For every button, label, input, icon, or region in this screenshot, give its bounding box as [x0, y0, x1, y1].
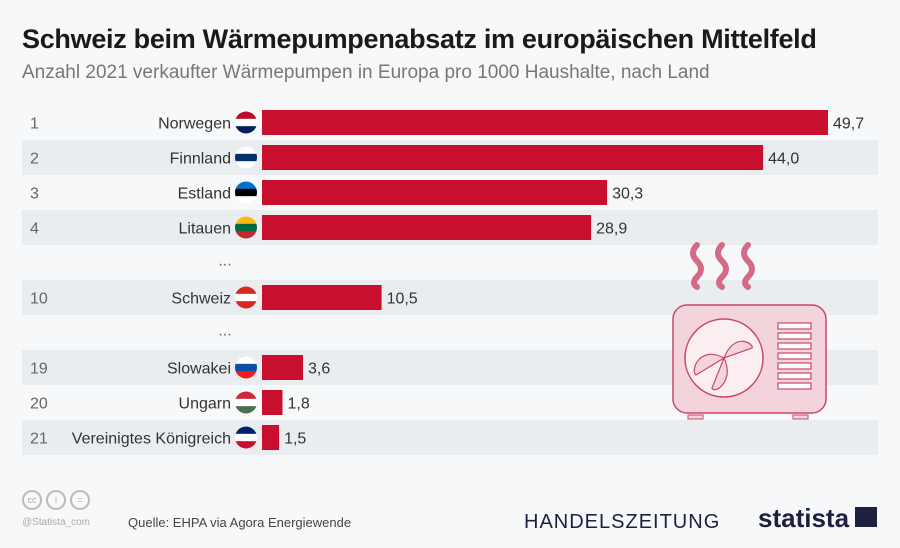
country-label: Estland [178, 186, 231, 203]
chart-subtitle: Anzahl 2021 verkaufter Wärmepumpen in Eu… [22, 62, 710, 83]
flag-icon [235, 111, 257, 134]
bar [262, 425, 280, 450]
no-derivatives-icon: = [70, 490, 90, 510]
value-label: 30,3 [612, 186, 643, 203]
value-label: 10,5 [387, 291, 418, 308]
row-stripe [22, 420, 878, 455]
value-label: 44,0 [768, 151, 799, 168]
attribution-icon: i [46, 490, 66, 510]
heat-pump-icon [672, 242, 827, 420]
statista-handle[interactable]: @Statista_com [22, 517, 90, 528]
bar [262, 180, 608, 205]
source-note: Quelle: EHPA via Agora Energiewende [128, 515, 352, 530]
bar [262, 390, 283, 415]
flag-icon [235, 356, 257, 379]
bar [262, 110, 828, 135]
rank-label: 4 [30, 221, 39, 238]
statista-logo: statista [758, 503, 850, 533]
value-label: 3,6 [308, 361, 330, 378]
bar [262, 145, 764, 170]
flag-icon [235, 146, 257, 169]
rank-label: 19 [30, 361, 48, 378]
flag-icon [235, 426, 257, 449]
country-label: Finnland [170, 151, 231, 168]
statista-logo-mark [855, 507, 877, 527]
value-label: 1,5 [284, 431, 306, 448]
rank-label: 1 [30, 116, 39, 133]
ellipsis: ... [218, 253, 231, 270]
country-label: Vereinigtes Königreich [72, 431, 231, 448]
ellipsis: ... [218, 323, 231, 340]
rank-label: 10 [30, 291, 48, 308]
bar [262, 285, 382, 310]
flag-icon [235, 391, 257, 414]
rank-label: 2 [30, 151, 39, 168]
handelszeitung-logo: HANDELSZEITUNG [524, 511, 721, 533]
rank-label: 20 [30, 396, 48, 413]
chart-title: Schweiz beim Wärmepumpenabsatz im europä… [22, 24, 817, 54]
value-label: 49,7 [833, 116, 864, 133]
rank-label: 3 [30, 186, 39, 203]
country-label: Ungarn [179, 396, 231, 413]
value-label: 28,9 [596, 221, 627, 238]
country-label: Norwegen [158, 116, 231, 133]
rank-label: 21 [30, 431, 48, 448]
license-icons: cc i = [22, 490, 90, 510]
cc-icon: cc [22, 490, 42, 510]
bar [262, 355, 303, 380]
flag-icon [235, 181, 257, 204]
flag-icon [235, 286, 257, 309]
value-label: 1,8 [287, 396, 309, 413]
country-label: Litauen [179, 221, 232, 238]
country-label: Schweiz [171, 291, 231, 308]
country-label: Slowakei [167, 361, 231, 378]
flag-icon [235, 216, 257, 239]
bar [262, 215, 592, 240]
